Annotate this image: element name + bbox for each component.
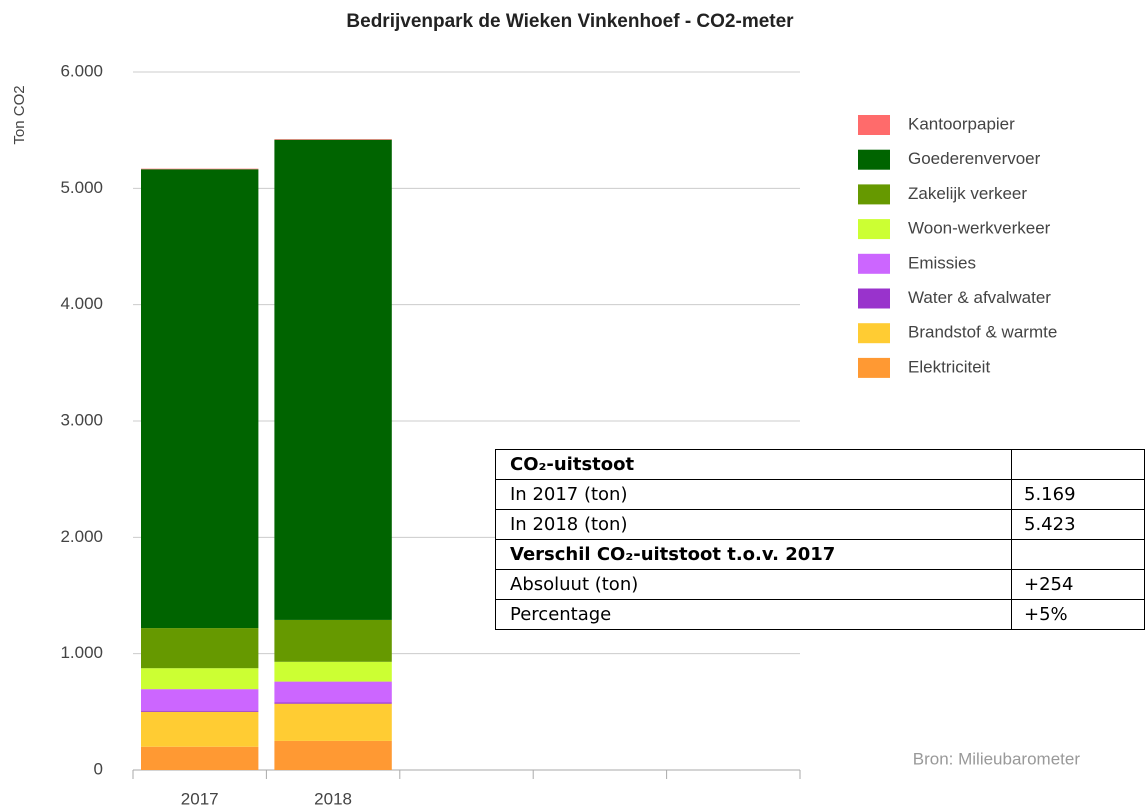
bar-segment: [141, 710, 259, 712]
bar-segment: [274, 702, 392, 704]
legend-swatch: [858, 357, 890, 378]
bar-segment: [141, 168, 259, 170]
row-value: 5.423: [1011, 509, 1145, 540]
legend-label: Elektriciteit: [908, 357, 990, 376]
y-tick-label: 2.000: [60, 527, 103, 546]
legend-swatch: [858, 219, 890, 240]
legend-swatch: [858, 184, 890, 205]
legend-swatch: [858, 253, 890, 274]
chart-title: Bedrijvenpark de Wieken Vinkenhoef - CO2…: [346, 11, 794, 32]
table-row: In 2018 (ton) 5.423: [495, 509, 1145, 540]
legend-swatch: [858, 288, 890, 309]
x-tick-label: 2017: [181, 789, 219, 808]
table-row: Verschil CO₂-uitstoot t.o.v. 2017: [495, 539, 1145, 570]
y-tick-label: 0: [94, 759, 103, 778]
y-tick-label: 3.000: [60, 410, 103, 429]
bar-segment: [141, 628, 259, 669]
legend-label: Water & afvalwater: [908, 288, 1051, 307]
row-label: Verschil CO₂-uitstoot t.o.v. 2017: [495, 539, 1012, 570]
x-tick-label: 2018: [314, 789, 352, 808]
bar-segment: [141, 711, 259, 747]
bar-segment: [274, 703, 392, 741]
y-tick-label: 1.000: [60, 643, 103, 662]
row-label: Percentage: [495, 599, 1012, 630]
row-value: 5.169: [1011, 479, 1145, 510]
table-row: Percentage +5%: [495, 599, 1145, 630]
legend-label: Goederenvervoer: [908, 149, 1041, 168]
y-axis-label: Ton CO2: [11, 85, 28, 144]
bar-segment: [274, 740, 392, 770]
legend-label: Emissies: [908, 253, 976, 272]
y-tick-label: 4.000: [60, 294, 103, 313]
table-row: CO₂-uitstoot: [495, 449, 1145, 480]
bar-segment: [274, 139, 392, 140]
row-value: +5%: [1011, 599, 1145, 630]
legend-swatch: [858, 323, 890, 344]
bar-segment: [141, 689, 259, 711]
legend-swatch: [858, 115, 890, 135]
bar-segment: [141, 746, 259, 770]
bar-segment: [141, 169, 259, 629]
bar-segment: [274, 661, 392, 682]
legend-label: Zakelijk verkeer: [908, 184, 1027, 203]
row-label: In 2018 (ton): [495, 509, 1012, 540]
row-label: Absoluut (ton): [495, 569, 1012, 600]
bar-segment: [274, 139, 392, 620]
y-tick-label: 6.000: [60, 61, 103, 80]
table-row: In 2017 (ton) 5.169: [495, 479, 1145, 510]
table-row: Absoluut (ton) +254: [495, 569, 1145, 600]
legend-label: Woon-werkverkeer: [908, 219, 1051, 238]
row-value: +254: [1011, 569, 1145, 600]
bar-segment: [274, 681, 392, 703]
legend-label: Brandstof & warmte: [908, 323, 1057, 342]
summary-table: CO₂-uitstoot In 2017 (ton) 5.169 In 2018 (t…: [495, 449, 1145, 630]
y-tick-label: 5.000: [60, 178, 103, 197]
source-note: Bron: Milieubarometer: [913, 749, 1081, 768]
row-value: [1011, 539, 1145, 570]
bar-segment: [274, 619, 392, 662]
bar-segment: [141, 668, 259, 690]
row-value: [1011, 449, 1145, 480]
row-label: In 2017 (ton): [495, 479, 1012, 510]
legend-label: Kantoorpapier: [908, 114, 1015, 133]
legend-swatch: [858, 149, 890, 170]
row-label: CO₂-uitstoot: [495, 449, 1012, 480]
